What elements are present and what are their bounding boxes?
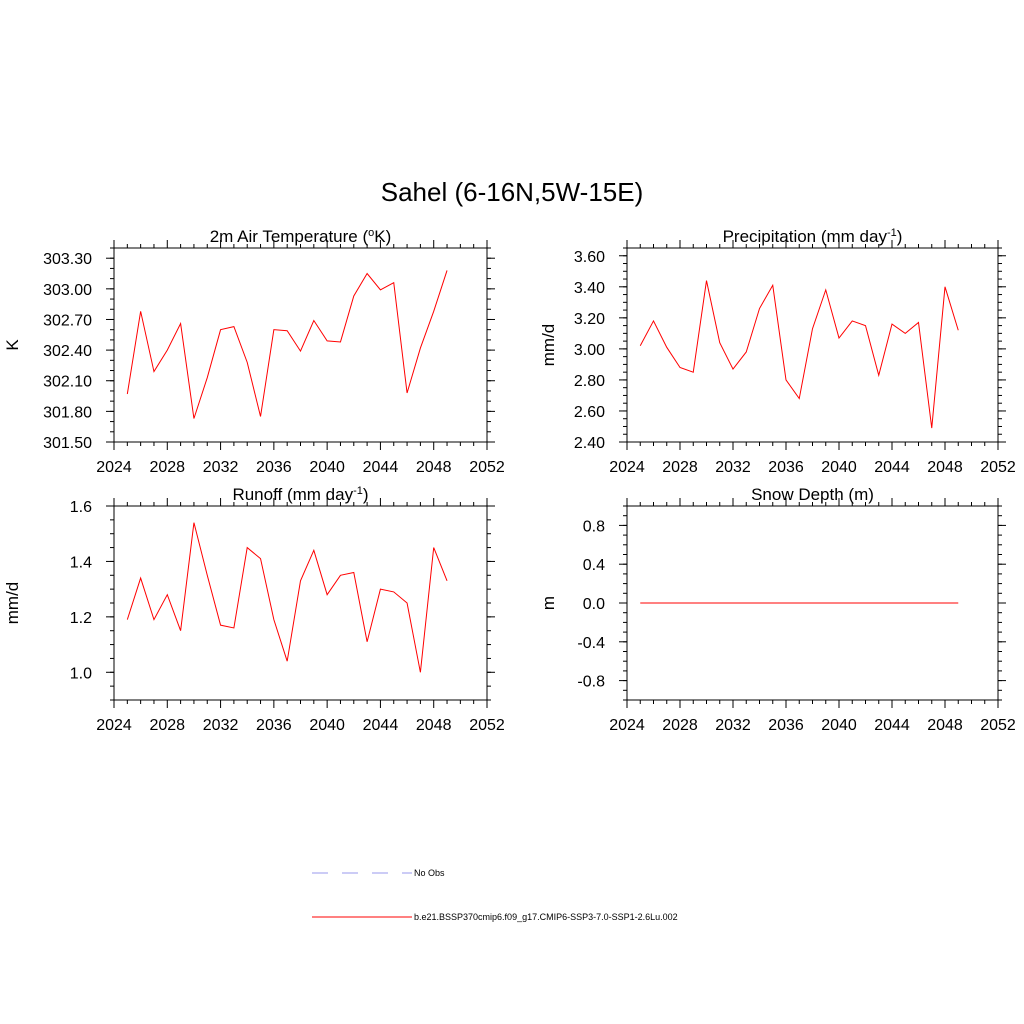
x-tick-label: 2036 bbox=[768, 459, 804, 476]
y-tick-label: 2.40 bbox=[574, 435, 605, 452]
panel-1: 2m Air Temperature (oK) 2024 2028 2032 2036 2… bbox=[3, 227, 505, 476]
y-axis-label: K bbox=[3, 339, 22, 351]
x-tick-label: 2052 bbox=[469, 459, 505, 476]
x-tick-label: 2044 bbox=[874, 717, 910, 734]
panel-title: Runoff (mm day-1) bbox=[232, 485, 368, 504]
legend: No Obs b.e21.BSSP370cmip6.f09_g17.CMIP6-S… bbox=[312, 868, 678, 922]
x-tick-label: 2024 bbox=[96, 717, 132, 734]
panel-title: Precipitation (mm day-1) bbox=[723, 227, 903, 246]
y-tick-label: 3.60 bbox=[574, 249, 605, 266]
y-tick-label: 1.4 bbox=[70, 554, 92, 571]
x-tick-label: 2036 bbox=[256, 459, 292, 476]
y-tick-label: -0.4 bbox=[577, 635, 605, 652]
panels: 2m Air Temperature (oK) 2024 2028 2032 2036 2… bbox=[3, 227, 1016, 734]
y-tick-label: 0.8 bbox=[583, 518, 605, 535]
x-tick-label: 2048 bbox=[416, 459, 452, 476]
x-tick-label: 2048 bbox=[416, 717, 452, 734]
y-tick-label: 0.4 bbox=[583, 557, 605, 574]
x-tick-label: 2028 bbox=[662, 717, 698, 734]
y-tick-label: 1.2 bbox=[70, 610, 92, 627]
y-tick-label: 3.20 bbox=[574, 311, 605, 328]
x-tick-label: 2032 bbox=[203, 717, 239, 734]
x-tick-label: 2024 bbox=[609, 717, 645, 734]
x-tick-label: 2032 bbox=[203, 459, 239, 476]
y-tick-label: 301.80 bbox=[43, 404, 92, 421]
y-tick-label: 302.40 bbox=[43, 343, 92, 360]
y-tick-label: -0.8 bbox=[577, 674, 605, 691]
y-tick-label: 1.0 bbox=[70, 665, 92, 682]
x-tick-label: 2040 bbox=[821, 459, 857, 476]
panel-2: Precipitation (mm day-1) 2024 2028 2032 2036… bbox=[539, 227, 1016, 476]
y-tick-label: 1.6 bbox=[70, 499, 92, 516]
panel-4: Snow Depth (m) 2024 2028 2032 2036 2040 2044 20… bbox=[539, 485, 1016, 734]
x-tick-label: 2028 bbox=[662, 459, 698, 476]
panel-3: Runoff (mm day-1) 2024 2028 2032 2036 2040 204… bbox=[3, 485, 505, 734]
x-tick-label: 2032 bbox=[715, 717, 751, 734]
panel-title: 2m Air Temperature (oK) bbox=[210, 227, 392, 246]
x-tick-label: 2044 bbox=[874, 459, 910, 476]
x-tick-label: 2040 bbox=[821, 717, 857, 734]
plot-frame bbox=[626, 247, 999, 443]
legend-label: No Obs bbox=[414, 868, 445, 878]
y-tick-label: 302.10 bbox=[43, 374, 92, 391]
x-tick-label: 2048 bbox=[927, 459, 963, 476]
legend-label: b.e21.BSSP370cmip6.f09_g17.CMIP6-SSP3-7.… bbox=[414, 912, 678, 922]
y-tick-label: 303.00 bbox=[43, 282, 92, 299]
x-tick-label: 2024 bbox=[609, 459, 645, 476]
x-tick-label: 2044 bbox=[363, 717, 399, 734]
x-tick-label: 2044 bbox=[363, 459, 399, 476]
y-tick-label: 301.50 bbox=[43, 435, 92, 452]
series-line bbox=[126, 270, 448, 419]
x-tick-label: 2024 bbox=[96, 459, 132, 476]
y-axis-label: m bbox=[539, 596, 558, 610]
x-tick-label: 2028 bbox=[149, 717, 185, 734]
legend-item: No Obs bbox=[312, 868, 445, 878]
figure-title: Sahel (6-16N,5W-15E) bbox=[381, 177, 644, 207]
y-tick-label: 3.00 bbox=[574, 342, 605, 359]
x-tick-label: 2040 bbox=[309, 717, 345, 734]
y-tick-label: 3.40 bbox=[574, 280, 605, 297]
x-tick-label: 2052 bbox=[980, 459, 1016, 476]
x-tick-label: 2048 bbox=[927, 717, 963, 734]
y-tick-label: 303.30 bbox=[43, 251, 92, 268]
x-tick-label: 2036 bbox=[768, 717, 804, 734]
x-tick-label: 2052 bbox=[980, 717, 1016, 734]
x-tick-label: 2028 bbox=[149, 459, 185, 476]
x-tick-label: 2032 bbox=[715, 459, 751, 476]
panel-title: Snow Depth (m) bbox=[751, 485, 874, 504]
y-tick-label: 0.0 bbox=[583, 596, 605, 613]
legend-item: b.e21.BSSP370cmip6.f09_g17.CMIP6-SSP3-7.… bbox=[312, 912, 678, 922]
series-line bbox=[126, 522, 448, 673]
series-line bbox=[639, 280, 959, 429]
y-tick-label: 2.60 bbox=[574, 404, 605, 421]
x-tick-label: 2036 bbox=[256, 717, 292, 734]
y-tick-label: 302.70 bbox=[43, 312, 92, 329]
x-tick-label: 2052 bbox=[469, 717, 505, 734]
y-axis-label: mm/d bbox=[539, 324, 558, 367]
y-tick-label: 2.80 bbox=[574, 373, 605, 390]
y-axis-label: mm/d bbox=[3, 582, 22, 625]
x-tick-label: 2040 bbox=[309, 459, 345, 476]
